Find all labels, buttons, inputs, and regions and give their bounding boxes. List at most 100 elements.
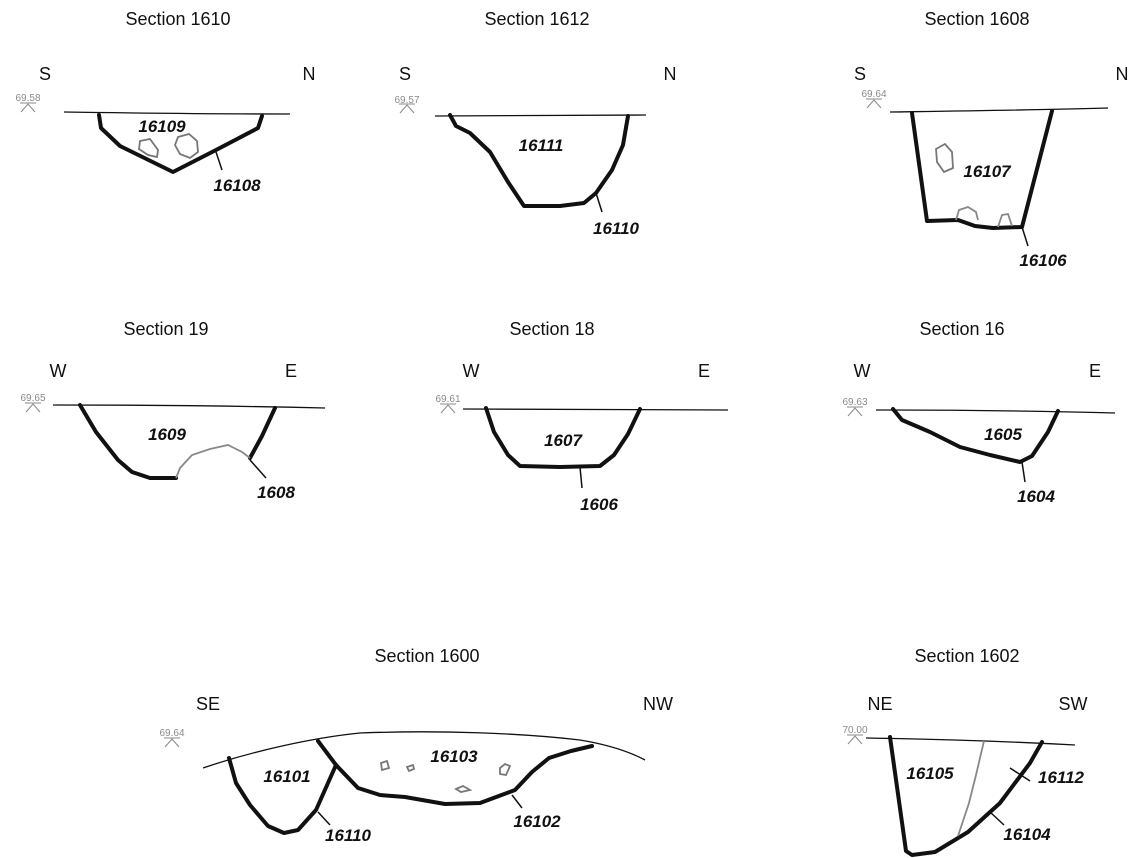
ground-surface-line — [889, 107, 1109, 113]
orientation-left: SE — [196, 694, 220, 714]
ground-surface-line — [875, 409, 1116, 414]
datum-elevation: 69.63 — [842, 397, 867, 408]
cut-outline — [334, 744, 594, 806]
orientation-right: N — [664, 64, 677, 84]
section-title: Section 1610 — [125, 9, 230, 29]
context-label-fill: 16107 — [963, 162, 1012, 181]
cut-outline — [97, 113, 264, 174]
context-label-cut: 1608 — [257, 483, 295, 502]
section-title: Section 18 — [509, 319, 594, 339]
section-title: Section 19 — [123, 319, 208, 339]
section-title: Section 1612 — [484, 9, 589, 29]
orientation-right: E — [285, 361, 297, 381]
context-label-cut: 16108 — [213, 176, 261, 195]
orientation-right: NW — [643, 694, 673, 714]
stone-inclusion — [955, 206, 979, 221]
ground-surface-line — [202, 731, 646, 769]
section-title: Section 1608 — [924, 9, 1029, 29]
leader-line — [1021, 226, 1029, 247]
section-1600: Section 1600 SE NW 69.64 16101 16103 161… — [159, 646, 673, 845]
cut-outline — [888, 735, 1044, 857]
cut-outline — [227, 739, 338, 835]
datum-marker-icon — [847, 406, 863, 417]
context-label-fill: 1607 — [544, 431, 583, 450]
datum-elevation: 70.00 — [842, 725, 867, 736]
datum-marker-icon — [866, 98, 882, 109]
context-label-fill: 16109 — [138, 117, 186, 136]
datum-marker-icon — [847, 734, 863, 745]
stone-inclusion — [138, 138, 159, 159]
leader-line — [511, 794, 523, 809]
ground-surface-line — [63, 111, 291, 115]
orientation-left: W — [463, 361, 480, 381]
stone-inclusion — [380, 759, 391, 772]
orientation-right: N — [1116, 64, 1129, 84]
leader-line — [215, 151, 223, 171]
cut-outline — [248, 406, 277, 460]
stone-inclusion — [174, 133, 199, 160]
orientation-left: S — [39, 64, 51, 84]
leader-line — [1021, 461, 1026, 483]
leader-line — [579, 466, 583, 489]
context-label-fill: 1609 — [148, 425, 186, 444]
context-label-cut: 1606 — [580, 495, 618, 514]
context-label-cut: 16106 — [1019, 251, 1067, 270]
section-16: Section 16 W E 69.63 1605 1604 — [842, 319, 1116, 506]
orientation-left: W — [50, 361, 67, 381]
context-label-cut: 16102 — [513, 812, 561, 831]
context-label-fill: 16105 — [906, 764, 954, 783]
inner-cut-boundary — [175, 444, 251, 479]
datum-elevation: 69.61 — [435, 394, 460, 405]
orientation-right: SW — [1059, 694, 1088, 714]
stone-inclusion — [405, 763, 416, 773]
context-label-fill: 16101 — [263, 767, 310, 786]
context-label-fill: 16111 — [519, 136, 564, 155]
datum-elevation: 69.58 — [15, 93, 40, 104]
datum-elevation: 69.64 — [861, 89, 886, 100]
datum-marker-icon — [20, 102, 36, 113]
leader-line — [249, 459, 267, 479]
stone-inclusion — [935, 142, 954, 174]
ground-surface-line — [434, 114, 647, 117]
cut-outline — [448, 113, 630, 208]
section-1610: Section 1610 S N 69.58 16109 16108 — [15, 9, 315, 195]
ground-surface-line — [52, 404, 326, 409]
section-title: Section 16 — [919, 319, 1004, 339]
orientation-right: E — [698, 361, 710, 381]
datum-elevation: 69.65 — [20, 393, 45, 404]
stone-inclusion — [499, 762, 512, 777]
section-title: Section 1602 — [914, 646, 1019, 666]
ground-surface-line — [462, 408, 729, 411]
context-label-cut: 16104 — [1003, 825, 1051, 844]
orientation-right: E — [1089, 361, 1101, 381]
datum-marker-icon — [399, 103, 415, 114]
context-label-fill: 16103 — [430, 747, 478, 766]
context-label-cut: 16110 — [593, 219, 640, 238]
context-label-fill: 1605 — [984, 425, 1022, 444]
datum-elevation: 69.57 — [394, 95, 419, 106]
orientation-left: S — [399, 64, 411, 84]
orientation-left: S — [854, 64, 866, 84]
stone-inclusion — [454, 784, 473, 793]
orientation-left: NE — [867, 694, 892, 714]
datum-marker-icon — [164, 737, 180, 748]
cut-outline — [484, 406, 642, 469]
section-1612: Section 1612 S N 69.57 16111 16110 — [394, 9, 676, 238]
leader-line — [1009, 767, 1031, 782]
cut-outline — [891, 407, 1060, 464]
leader-line — [317, 811, 331, 826]
context-label-cut: 16110 — [325, 826, 372, 845]
orientation-left: W — [854, 361, 871, 381]
datum-elevation: 69.64 — [159, 728, 184, 739]
orientation-right: N — [303, 64, 316, 84]
section-19: Section 19 W E 69.65 1609 1608 — [20, 319, 326, 502]
context-label-cut: 16112 — [1038, 768, 1085, 787]
section-18: Section 18 W E 69.61 1607 1606 — [435, 319, 729, 514]
section-1602: Section 1602 NE SW 70.00 16105 16112 161… — [842, 646, 1088, 857]
section-1608: Section 1608 S N 69.64 16107 16106 — [854, 9, 1129, 270]
datum-marker-icon — [25, 402, 41, 413]
inner-cut-boundary — [957, 740, 985, 837]
leader-line — [595, 192, 603, 213]
stone-inclusion — [997, 212, 1013, 228]
